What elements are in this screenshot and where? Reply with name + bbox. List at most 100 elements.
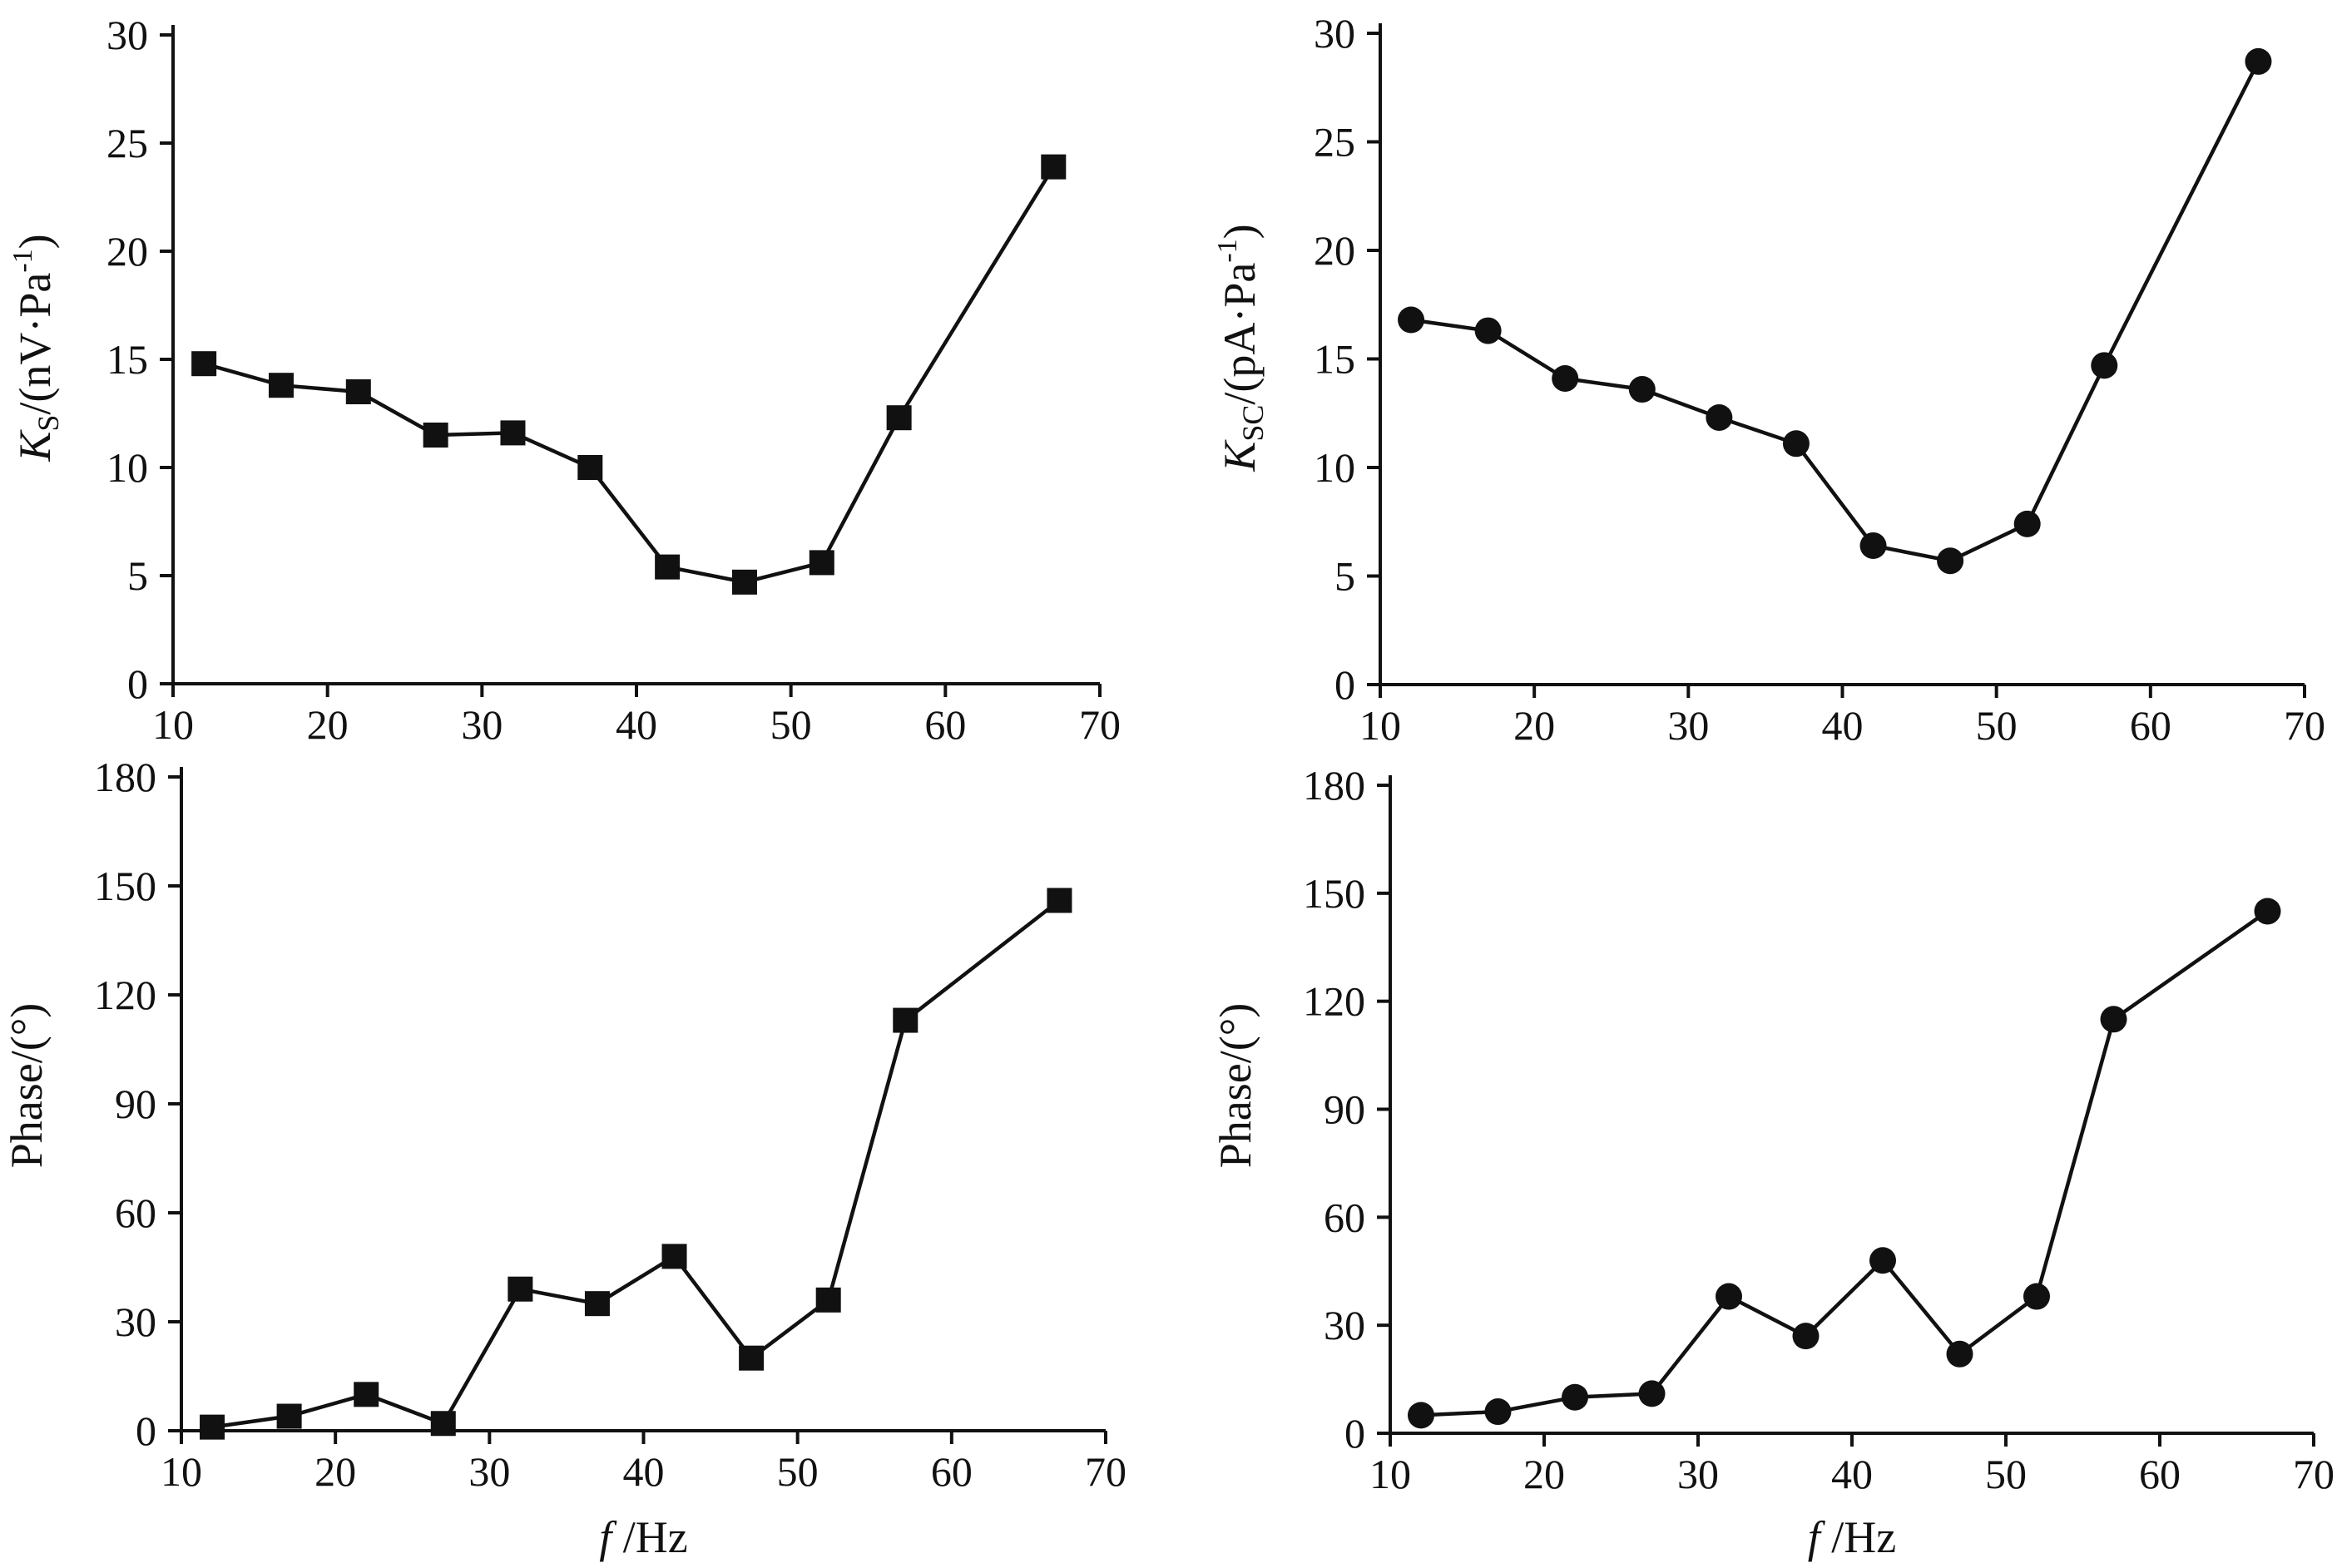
x-tick-label: 30 bbox=[1667, 702, 1709, 749]
data-point-circle bbox=[1628, 376, 1656, 403]
y-tick-label: 5 bbox=[1334, 553, 1355, 600]
data-point-circle bbox=[1562, 1383, 1588, 1411]
y-axis-title: KSC/(pA·Pa-1) bbox=[1212, 224, 1270, 472]
data-point-square bbox=[508, 1276, 533, 1302]
x-tick-label: 60 bbox=[931, 1448, 973, 1495]
x-tick-label: 30 bbox=[468, 1448, 510, 1495]
x-tick-label: 20 bbox=[1513, 702, 1555, 749]
y-tick-label: 30 bbox=[115, 1298, 156, 1345]
y-tick-label: 20 bbox=[1314, 227, 1355, 274]
x-tick-label: 10 bbox=[1359, 702, 1401, 749]
y-tick-label: 5 bbox=[127, 552, 148, 599]
data-point-circle bbox=[2023, 1283, 2050, 1310]
x-tick-label: 40 bbox=[1831, 1451, 1873, 1497]
data-point-square bbox=[731, 569, 757, 595]
data-point-square bbox=[430, 1411, 456, 1437]
x-axis-title: f /Hz bbox=[1808, 1512, 1896, 1562]
y-tick-label: 30 bbox=[1314, 10, 1355, 57]
x-tick-label: 50 bbox=[770, 701, 812, 748]
x-tick-label: 70 bbox=[2284, 702, 2325, 749]
x-tick-label: 10 bbox=[1369, 1451, 1411, 1497]
data-point-square bbox=[354, 1382, 379, 1407]
series-line bbox=[1420, 909, 2269, 1417]
y-axis-title-symbol: K bbox=[1215, 439, 1265, 472]
data-point-circle bbox=[2091, 352, 2118, 379]
x-axis-title-unit: /Hz bbox=[1820, 1512, 1896, 1562]
data-point-circle bbox=[2254, 898, 2281, 925]
panel-ks-vs-frequency: 10 20 30 40 50 60 70 0 5 10 15 20 25 30 KS/(nV·Pa-1) bbox=[7, 12, 1121, 748]
data-point-square bbox=[886, 405, 912, 431]
x-tick-label: 70 bbox=[1085, 1448, 1126, 1495]
data-point-square bbox=[809, 550, 834, 576]
data-point-square bbox=[893, 1007, 918, 1033]
x-tick-label: 10 bbox=[152, 701, 194, 748]
data-point-square bbox=[577, 455, 603, 480]
y-axis-title-symbol: K bbox=[10, 429, 60, 462]
data-point-square bbox=[815, 1287, 841, 1313]
y-axis-title-close: ) bbox=[1215, 224, 1265, 239]
y-tick-label: 15 bbox=[106, 336, 148, 383]
x-tick-label: 20 bbox=[1523, 1451, 1565, 1497]
data-point-circle bbox=[1638, 1380, 1666, 1407]
data-point-circle bbox=[2100, 1006, 2127, 1033]
data-point-circle bbox=[1859, 532, 1887, 559]
y-tick-label: 0 bbox=[1344, 1410, 1365, 1457]
data-point-square bbox=[345, 379, 371, 404]
data-point-square bbox=[423, 423, 448, 448]
series-line bbox=[1410, 60, 2260, 563]
x-tick-label: 70 bbox=[1079, 701, 1121, 748]
series-line bbox=[203, 166, 1056, 585]
data-point-circle bbox=[1552, 364, 1579, 392]
data-point-circle bbox=[1706, 403, 1733, 431]
x-tick-label: 50 bbox=[777, 1448, 819, 1495]
data-point-square bbox=[191, 351, 217, 377]
data-point-square bbox=[1047, 888, 1072, 913]
data-point-square bbox=[661, 1244, 687, 1269]
data-point-square bbox=[655, 554, 681, 580]
y-tick-label: 20 bbox=[106, 228, 148, 275]
data-point-circle bbox=[1484, 1398, 1512, 1426]
x-tick-label: 30 bbox=[1677, 1451, 1719, 1497]
panel-ksc-vs-frequency: 10 20 30 40 50 60 70 0 5 10 15 20 25 30 KSC/(pA·Pa-1) bbox=[1212, 10, 2325, 749]
y-tick-label: 150 bbox=[1303, 870, 1365, 917]
y-tick-label: 25 bbox=[1314, 119, 1355, 166]
x-tick-label: 30 bbox=[461, 701, 503, 748]
x-axis-title-unit: /Hz bbox=[611, 1512, 687, 1562]
data-point-circle bbox=[1716, 1283, 1742, 1310]
x-tick-label: 40 bbox=[623, 1448, 665, 1495]
y-axis-title-close: ) bbox=[10, 234, 60, 249]
y-tick-label: 10 bbox=[106, 444, 148, 491]
data-point-square bbox=[276, 1403, 302, 1429]
data-point-circle bbox=[1408, 1402, 1434, 1429]
data-point-circle bbox=[1398, 306, 1425, 334]
y-tick-label: 120 bbox=[94, 972, 156, 1018]
data-point-square bbox=[200, 1414, 225, 1440]
y-tick-label: 15 bbox=[1314, 336, 1355, 383]
y-tick-label: 60 bbox=[1324, 1194, 1365, 1240]
x-tick-label: 40 bbox=[616, 701, 657, 748]
data-point-circle bbox=[2245, 47, 2272, 75]
x-axis-title: f /Hz bbox=[599, 1512, 687, 1562]
data-point-square bbox=[739, 1345, 765, 1371]
x-tick-label: 10 bbox=[161, 1448, 202, 1495]
panel-phase-s-vs-frequency: 10 20 30 40 50 60 70 0 30 60 90 120 150 180 Phase/(°) f… bbox=[2, 754, 1126, 1562]
y-tick-label: 0 bbox=[127, 660, 148, 707]
y-axis-title-superscript: -1 bbox=[7, 249, 38, 272]
y-axis-title: KS/(nV·Pa-1) bbox=[7, 234, 65, 462]
y-tick-label: 150 bbox=[94, 863, 156, 909]
x-tick-label: 50 bbox=[1976, 702, 2018, 749]
data-point-circle bbox=[1937, 547, 1964, 575]
y-axis-title-subscript: SC bbox=[1236, 405, 1270, 442]
data-point-circle bbox=[1792, 1323, 1820, 1350]
data-point-circle bbox=[1782, 430, 1810, 458]
x-tick-label: 40 bbox=[1822, 702, 1864, 749]
panel-phase-sc-vs-frequency: 10 20 30 40 50 60 70 0 30 60 90 120 150 180 Phase/(°) f… bbox=[1211, 762, 2335, 1562]
y-axis-title: Phase/(°) bbox=[1211, 1003, 1260, 1169]
y-tick-label: 30 bbox=[1324, 1302, 1365, 1348]
y-axis-title-unit: /(pA·Pa bbox=[1215, 263, 1265, 405]
data-point-circle bbox=[2013, 510, 2041, 537]
x-tick-label: 60 bbox=[924, 701, 966, 748]
y-tick-label: 25 bbox=[106, 120, 148, 166]
y-tick-label: 10 bbox=[1314, 444, 1355, 491]
